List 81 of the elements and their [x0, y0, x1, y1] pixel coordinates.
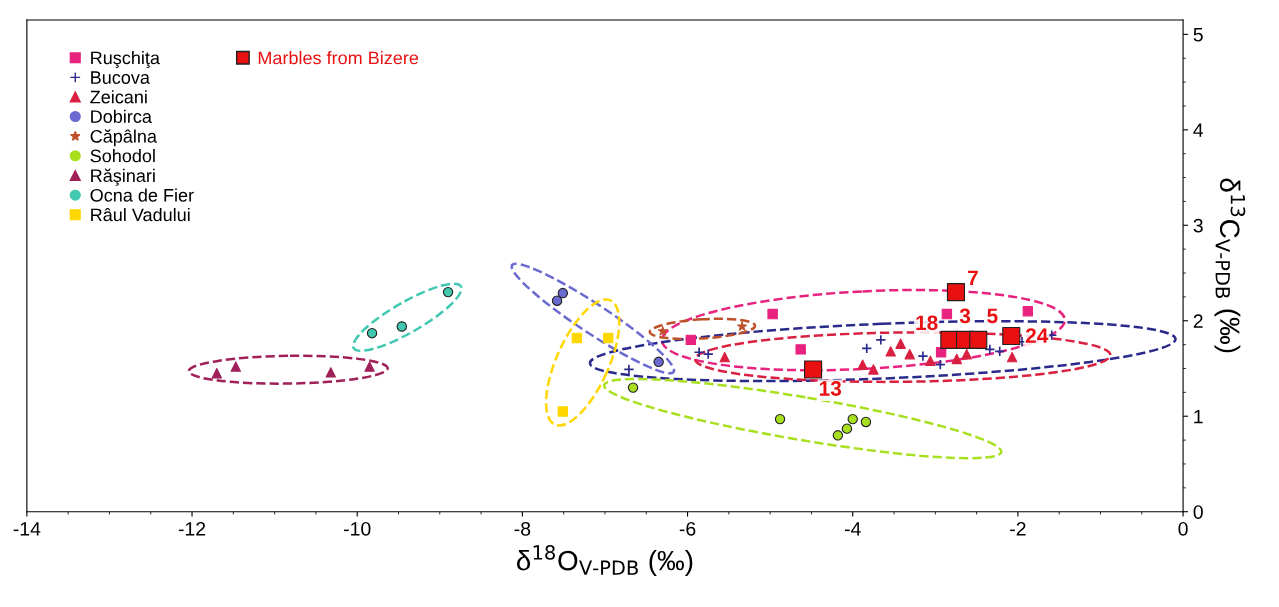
- point: [875, 334, 887, 346]
- point: [551, 295, 563, 306]
- point: [657, 326, 668, 336]
- annotation: 18: [916, 315, 938, 331]
- x-tick-label: -10: [344, 521, 371, 536]
- legend-label: Căpâlna: [90, 129, 157, 147]
- point: [795, 344, 806, 355]
- y-tick-label: 0: [1193, 505, 1203, 519]
- x-tick-label: -14: [13, 522, 41, 536]
- point: [719, 351, 730, 363]
- point: [868, 364, 879, 375]
- point: [895, 338, 906, 349]
- point: [969, 330, 988, 349]
- point: [951, 353, 963, 365]
- point: [211, 368, 223, 379]
- annotation: 7: [967, 270, 978, 286]
- point: [941, 308, 953, 320]
- legend-label: Ruşchiţa: [91, 51, 160, 68]
- x-tick-label: 0: [1178, 521, 1188, 536]
- point: [861, 342, 873, 354]
- point: [442, 286, 454, 298]
- point: [847, 413, 858, 425]
- annotation: 13: [819, 381, 842, 396]
- x-tick-label: -4: [844, 522, 861, 536]
- y-tick-label: 1: [1194, 409, 1203, 424]
- point: [702, 348, 714, 360]
- point: [961, 348, 972, 360]
- point: [804, 360, 823, 379]
- y-tick-label: 2: [1193, 314, 1203, 328]
- point: [557, 287, 569, 299]
- point: [984, 343, 996, 355]
- point: [230, 361, 242, 372]
- point: [557, 406, 569, 417]
- legend-label: Sohodol: [90, 149, 155, 163]
- x-tick-label: -2: [1010, 521, 1026, 536]
- point: [946, 283, 966, 302]
- legend-label: Zeicani: [90, 90, 147, 104]
- y-axis-title: δ$^{13}$C$_{V-PDB}$ (‰): [1214, 178, 1246, 353]
- x-tick-label: -12: [178, 521, 206, 536]
- annotation: 5: [987, 308, 998, 324]
- point: [627, 382, 639, 393]
- point: [925, 355, 936, 367]
- y-tick-label: 4: [1193, 123, 1204, 137]
- x-tick-label: -6: [679, 521, 696, 536]
- point: [767, 308, 778, 320]
- point: [1022, 306, 1034, 317]
- point: [653, 356, 664, 368]
- point: [857, 359, 868, 370]
- point: [774, 413, 786, 425]
- x-axis-title: δ$^{18}$O$_{V-PDB}$ (‰): [516, 545, 693, 576]
- legend-label: Râul Vadului: [91, 207, 190, 222]
- point: [832, 430, 844, 441]
- point: [685, 334, 697, 346]
- annotation: 24: [1025, 328, 1049, 343]
- legend-label: Ocna de Fier: [90, 188, 194, 202]
- legend-label: Bucova: [91, 71, 150, 84]
- point: [1002, 326, 1021, 346]
- y-tick-label: 3: [1193, 218, 1203, 233]
- point: [904, 348, 915, 360]
- point: [366, 327, 378, 339]
- annotation: 3: [959, 308, 971, 324]
- point: [917, 350, 929, 362]
- point: [571, 332, 583, 344]
- legend-label: Dobirca: [91, 109, 152, 123]
- point: [364, 361, 375, 372]
- y-tick-label: 5: [1193, 28, 1203, 42]
- point: [623, 363, 635, 375]
- point: [396, 321, 408, 332]
- x-tick-label: -8: [514, 521, 531, 536]
- point: [1006, 351, 1018, 363]
- point: [885, 346, 896, 357]
- legend-label: Răşinari: [91, 168, 155, 186]
- point: [994, 345, 1006, 357]
- point: [934, 359, 946, 371]
- point: [860, 416, 872, 428]
- point: [737, 321, 748, 331]
- legend-label: Marbles from Bizere: [258, 51, 419, 65]
- point: [693, 346, 705, 358]
- point: [325, 367, 336, 378]
- point: [603, 332, 614, 344]
- point: [841, 423, 853, 434]
